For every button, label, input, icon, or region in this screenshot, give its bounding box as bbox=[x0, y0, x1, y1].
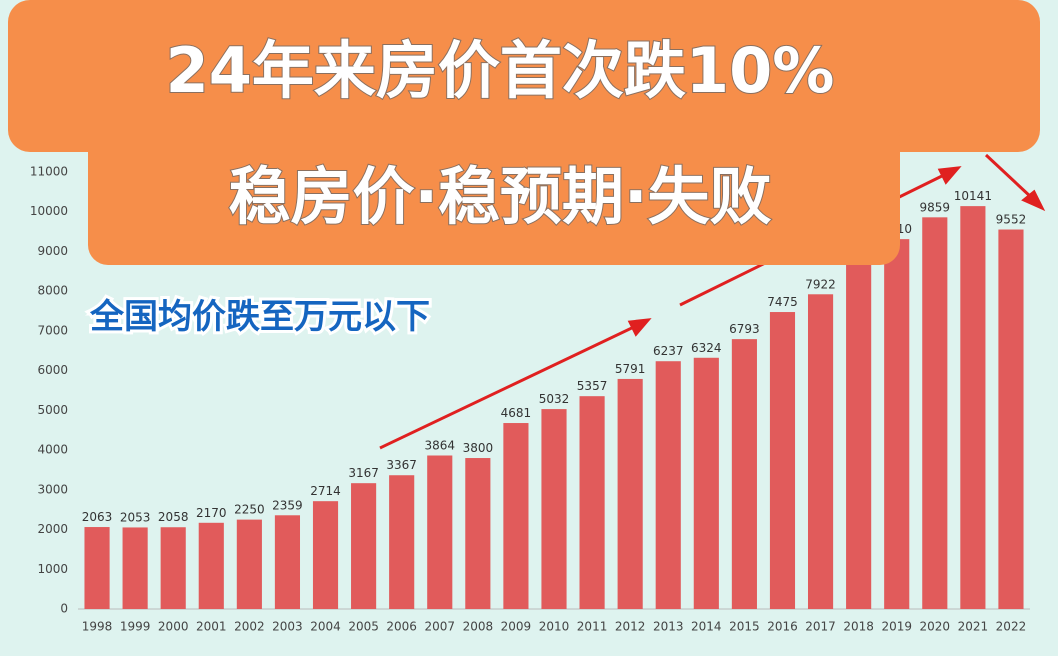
x-tick-label: 2022 bbox=[996, 620, 1027, 634]
bar bbox=[693, 357, 719, 609]
banner-top bbox=[8, 0, 1040, 152]
bar bbox=[122, 527, 148, 609]
y-tick-label: 5000 bbox=[37, 403, 68, 417]
y-tick-label: 6000 bbox=[37, 363, 68, 377]
x-tick-label: 1999 bbox=[120, 620, 151, 634]
y-tick-label: 4000 bbox=[37, 443, 68, 457]
arrow bbox=[379, 324, 637, 450]
bar bbox=[541, 409, 567, 609]
data-label: 6793 bbox=[729, 322, 760, 336]
bar bbox=[427, 455, 453, 609]
data-label: 3864 bbox=[424, 438, 455, 452]
x-tick-label: 2008 bbox=[463, 620, 494, 634]
y-tick-label: 2000 bbox=[37, 522, 68, 536]
bar bbox=[731, 339, 757, 609]
bar bbox=[922, 217, 948, 610]
annotation: 全国均价跌至万元以下 bbox=[89, 297, 430, 337]
bar bbox=[274, 515, 301, 609]
bar bbox=[351, 483, 377, 609]
x-tick-label: 2012 bbox=[615, 620, 646, 634]
data-label: 3167 bbox=[348, 466, 379, 480]
arrow-head bbox=[937, 166, 962, 185]
bar bbox=[503, 423, 529, 609]
y-tick-label: 9000 bbox=[37, 244, 68, 258]
x-tick-label: 2011 bbox=[577, 620, 608, 634]
x-tick-label: 2016 bbox=[767, 620, 798, 634]
bar bbox=[617, 378, 643, 609]
y-tick-label: 3000 bbox=[37, 482, 68, 496]
data-label: 7922 bbox=[805, 277, 836, 291]
plot-area: 0 1000 2000 3000 4000 5000 6000 7000 8000 9000 100… bbox=[30, 165, 1030, 634]
bar bbox=[579, 396, 605, 609]
data-label: 3367 bbox=[386, 458, 417, 472]
bar bbox=[465, 458, 491, 609]
data-label: 6324 bbox=[691, 341, 722, 355]
y-tick-label: 7000 bbox=[37, 323, 68, 337]
x-tick-label: 2010 bbox=[539, 620, 570, 634]
x-tick-label: 2019 bbox=[881, 620, 912, 634]
x-tick-label: 2002 bbox=[234, 620, 265, 634]
data-label: 4681 bbox=[501, 406, 532, 420]
data-label: 9859 bbox=[920, 200, 951, 214]
x-tick-label: 2015 bbox=[729, 620, 760, 634]
y-tick-label: 11000 bbox=[30, 165, 68, 179]
x-tick-label: 2018 bbox=[843, 620, 874, 634]
bar bbox=[807, 294, 834, 609]
banner-bottom bbox=[88, 120, 900, 265]
x-tick-label: 2000 bbox=[158, 620, 189, 634]
data-label: 2170 bbox=[196, 506, 227, 520]
arrow-head bbox=[627, 318, 652, 337]
data-label: 9552 bbox=[996, 213, 1027, 227]
bar bbox=[198, 522, 224, 609]
y-tick-label: 10000 bbox=[30, 204, 68, 218]
bar bbox=[846, 261, 872, 609]
banner: 24年来房价首次跌10% 稳房价·稳预期·失败 bbox=[8, 0, 1040, 265]
bar bbox=[312, 501, 339, 609]
arrow bbox=[984, 153, 1034, 200]
bar bbox=[960, 206, 986, 609]
data-label: 2359 bbox=[272, 498, 303, 512]
arrow-head bbox=[1021, 189, 1046, 212]
x-tick-label: 2006 bbox=[386, 620, 417, 634]
data-label: 5032 bbox=[539, 392, 570, 406]
y-tick-label: 8000 bbox=[37, 284, 68, 298]
y-tick-label: 1000 bbox=[37, 562, 68, 576]
y-tick-label: 0 bbox=[60, 602, 68, 616]
x-tick-label: 2020 bbox=[920, 620, 951, 634]
data-label: 2063 bbox=[82, 510, 113, 524]
x-tick-label: 2004 bbox=[310, 620, 341, 634]
x-tick-label: 2013 bbox=[653, 620, 684, 634]
bar bbox=[389, 475, 415, 609]
data-label: 10141 bbox=[954, 189, 992, 203]
bar bbox=[998, 229, 1024, 609]
data-label: 2250 bbox=[234, 503, 265, 517]
data-label: 6237 bbox=[653, 344, 684, 358]
bar bbox=[884, 239, 910, 609]
x-tick-label: 2014 bbox=[691, 620, 722, 634]
title: 24年来房价首次跌10% bbox=[166, 34, 835, 107]
data-label: 2714 bbox=[310, 484, 341, 498]
x-tick-label: 2017 bbox=[805, 620, 836, 634]
x-tick-label: 2021 bbox=[958, 620, 989, 634]
title-line-2: 稳房价·稳预期·失败 bbox=[228, 160, 771, 233]
bar bbox=[84, 527, 110, 609]
data-label: 5357 bbox=[577, 379, 608, 393]
data-label: 2053 bbox=[120, 510, 151, 524]
data-label: 2058 bbox=[158, 510, 189, 524]
x-tick-label: 2005 bbox=[348, 620, 379, 634]
bar bbox=[236, 519, 262, 609]
data-label: 5791 bbox=[615, 362, 646, 376]
x-tick-label: 2001 bbox=[196, 620, 227, 634]
bar bbox=[160, 527, 186, 609]
data-label: 3800 bbox=[463, 441, 494, 455]
bar bbox=[655, 361, 681, 609]
x-tick-label: 2007 bbox=[424, 620, 455, 634]
x-tick-label: 2009 bbox=[501, 620, 532, 634]
data-label: 7475 bbox=[767, 295, 798, 309]
x-tick-label: 1998 bbox=[82, 620, 113, 634]
x-tick-label: 2003 bbox=[272, 620, 303, 634]
bar bbox=[769, 312, 796, 609]
